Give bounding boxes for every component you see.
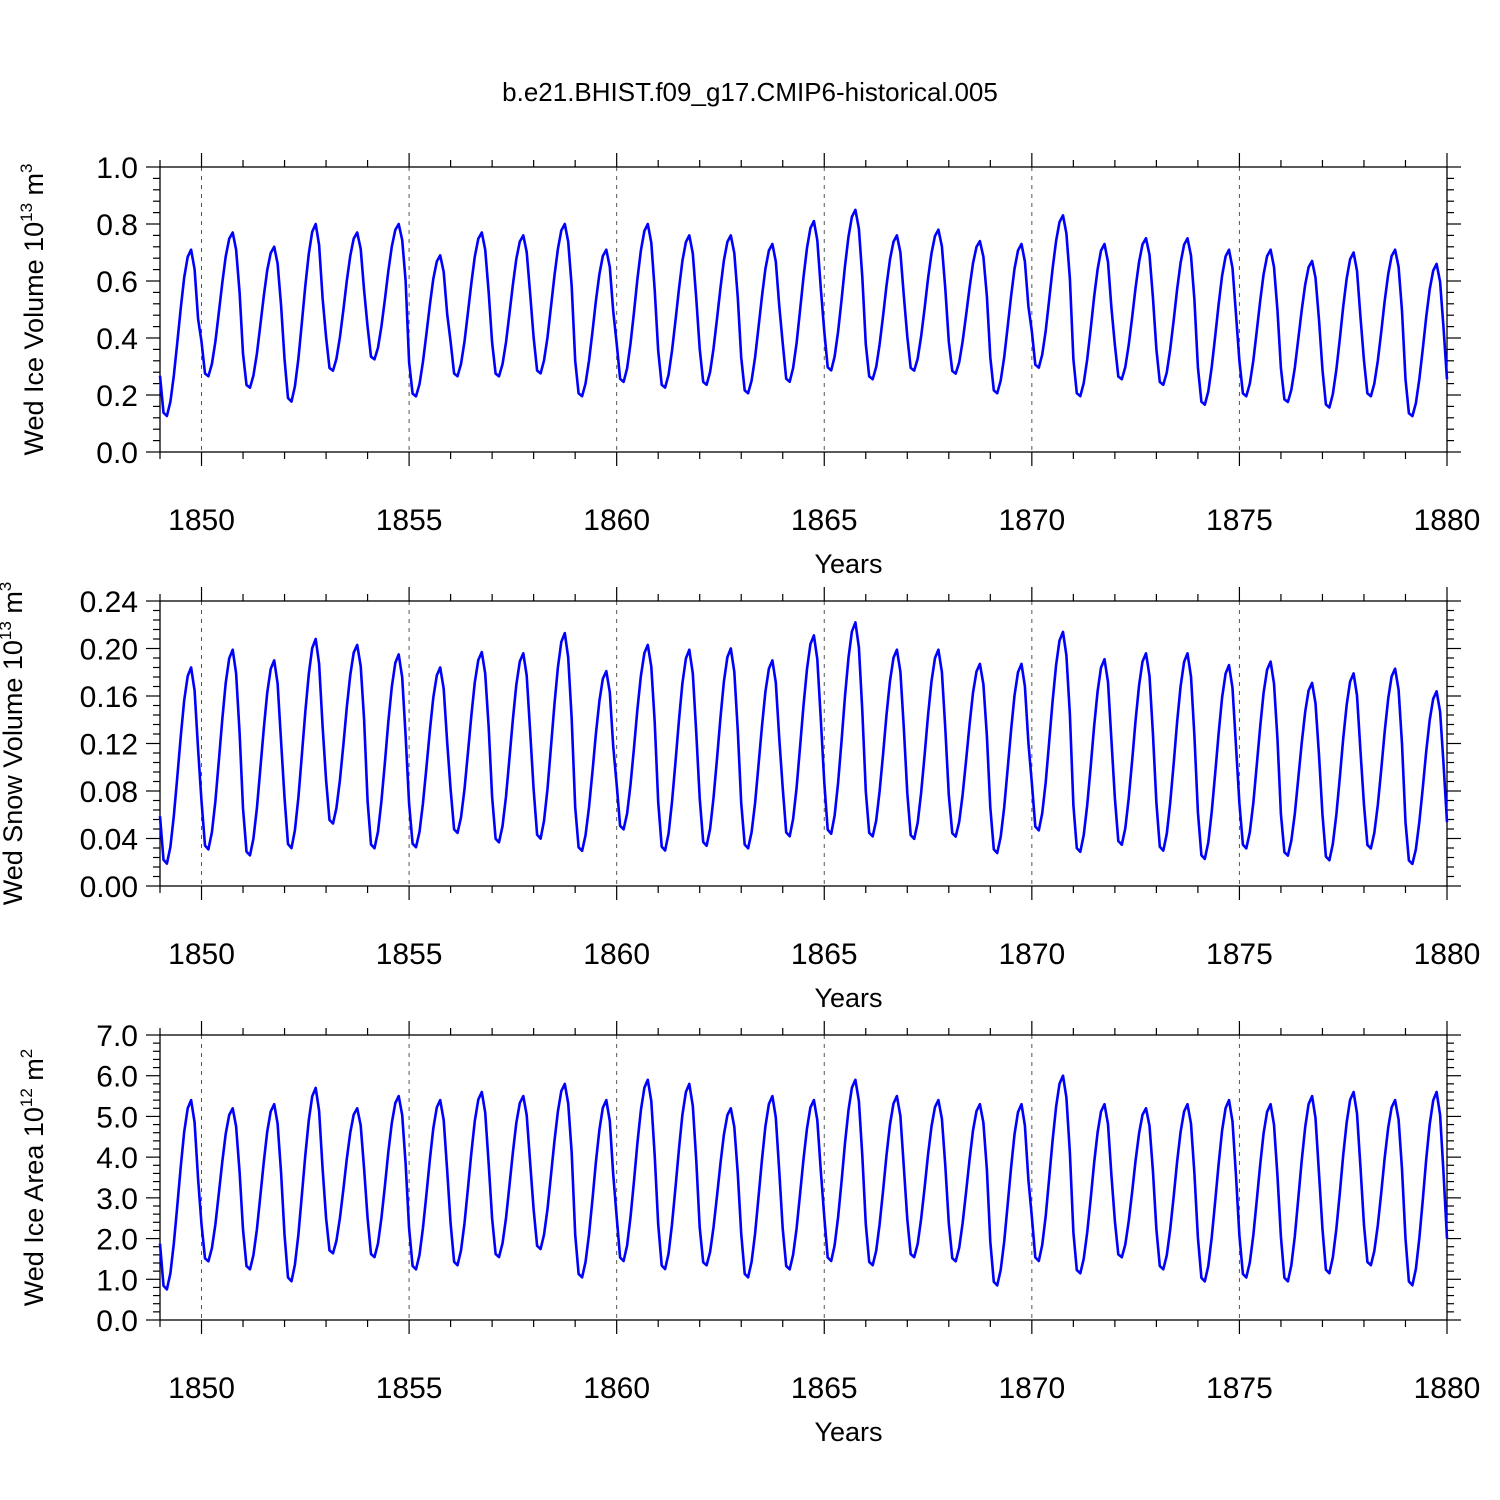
y-tick-label: 0.6 [96, 266, 138, 299]
y-tick-label: 0.00 [80, 871, 138, 904]
figure-title: b.e21.BHIST.f09_g17.CMIP6-historical.005 [502, 77, 998, 107]
y-tick-label: 0.16 [80, 681, 138, 714]
y-tick-label: 0.0 [96, 437, 138, 470]
x-axis-label: Years [814, 983, 882, 1013]
x-tick-label: 1860 [583, 1372, 650, 1405]
x-tick-label: 1850 [168, 504, 235, 537]
y-tick-label: 0.04 [80, 824, 138, 857]
plot-frame [159, 600, 1448, 887]
x-tick-label: 1875 [1206, 504, 1273, 537]
y-tick-label: 0.08 [80, 776, 138, 809]
x-axis-label: Years [814, 549, 882, 579]
x-tick-label: 1850 [168, 1372, 235, 1405]
y-tick-label: 0.8 [96, 209, 138, 242]
panel-3: 1850 1855 1860 1865 1870 1875 1880 0.0 1.0 2.0 3.0… [17, 1020, 1480, 1447]
series-line-1 [158, 1074, 1449, 1291]
y-tick-label: 2.0 [96, 1224, 138, 1257]
y-axis-label: Wed Ice Volume 1013 m3 [17, 163, 49, 455]
y-tick-label: 0.0 [96, 1305, 138, 1338]
x-axis-label: Years [814, 1417, 882, 1447]
y-tick-label: 5.0 [96, 1101, 138, 1134]
series-line-1 [158, 208, 1449, 418]
x-tick-label: 1855 [376, 938, 443, 971]
panel-2: 1850 1855 1860 1865 1870 1875 1880 0.00 0.04 0.08… [0, 582, 1480, 1013]
y-axis-label: Wed Snow Volume 1013 m3 [0, 582, 28, 906]
y-tick-label: 0.12 [80, 729, 138, 762]
y-tick-label: 0.24 [80, 586, 138, 619]
x-tick-label: 1870 [998, 504, 1065, 537]
y-tick-label: 1.0 [96, 1264, 138, 1297]
x-tick-label: 1850 [168, 938, 235, 971]
x-tick-label: 1855 [376, 504, 443, 537]
y-tick-label: 1.0 [96, 152, 138, 185]
x-tick-label: 1880 [1414, 1372, 1481, 1405]
y-tick-label: 0.20 [80, 634, 138, 667]
series-line-1 [158, 621, 1449, 866]
y-tick-label: 6.0 [96, 1061, 138, 1094]
y-axis-label: Wed Ice Area 1012 m2 [17, 1049, 49, 1307]
y-tick-label: 3.0 [96, 1183, 138, 1216]
x-tick-label: 1860 [583, 938, 650, 971]
panel-1: 1850 1855 1860 1865 1870 1875 1880 0.0 0.2 0.4 0.6… [17, 152, 1480, 579]
y-tick-label: 4.0 [96, 1142, 138, 1175]
x-tick-label: 1865 [791, 938, 858, 971]
y-tick-label: 0.4 [96, 323, 138, 356]
y-tick-label: 7.0 [96, 1020, 138, 1053]
plot-frame [159, 166, 1448, 453]
x-tick-label: 1855 [376, 1372, 443, 1405]
x-tick-label: 1880 [1414, 938, 1481, 971]
y-tick-label: 0.2 [96, 380, 138, 413]
x-tick-label: 1870 [998, 1372, 1065, 1405]
x-tick-label: 1875 [1206, 1372, 1273, 1405]
x-tick-label: 1880 [1414, 504, 1481, 537]
x-tick-label: 1875 [1206, 938, 1273, 971]
x-tick-label: 1865 [791, 504, 858, 537]
plot-frame [159, 1034, 1448, 1321]
x-tick-label: 1860 [583, 504, 650, 537]
x-tick-label: 1865 [791, 1372, 858, 1405]
x-tick-label: 1870 [998, 938, 1065, 971]
panels-container: 1850 1855 1860 1865 1870 1875 1880 0.0 0.2 0.4 0.6… [0, 152, 1480, 1447]
